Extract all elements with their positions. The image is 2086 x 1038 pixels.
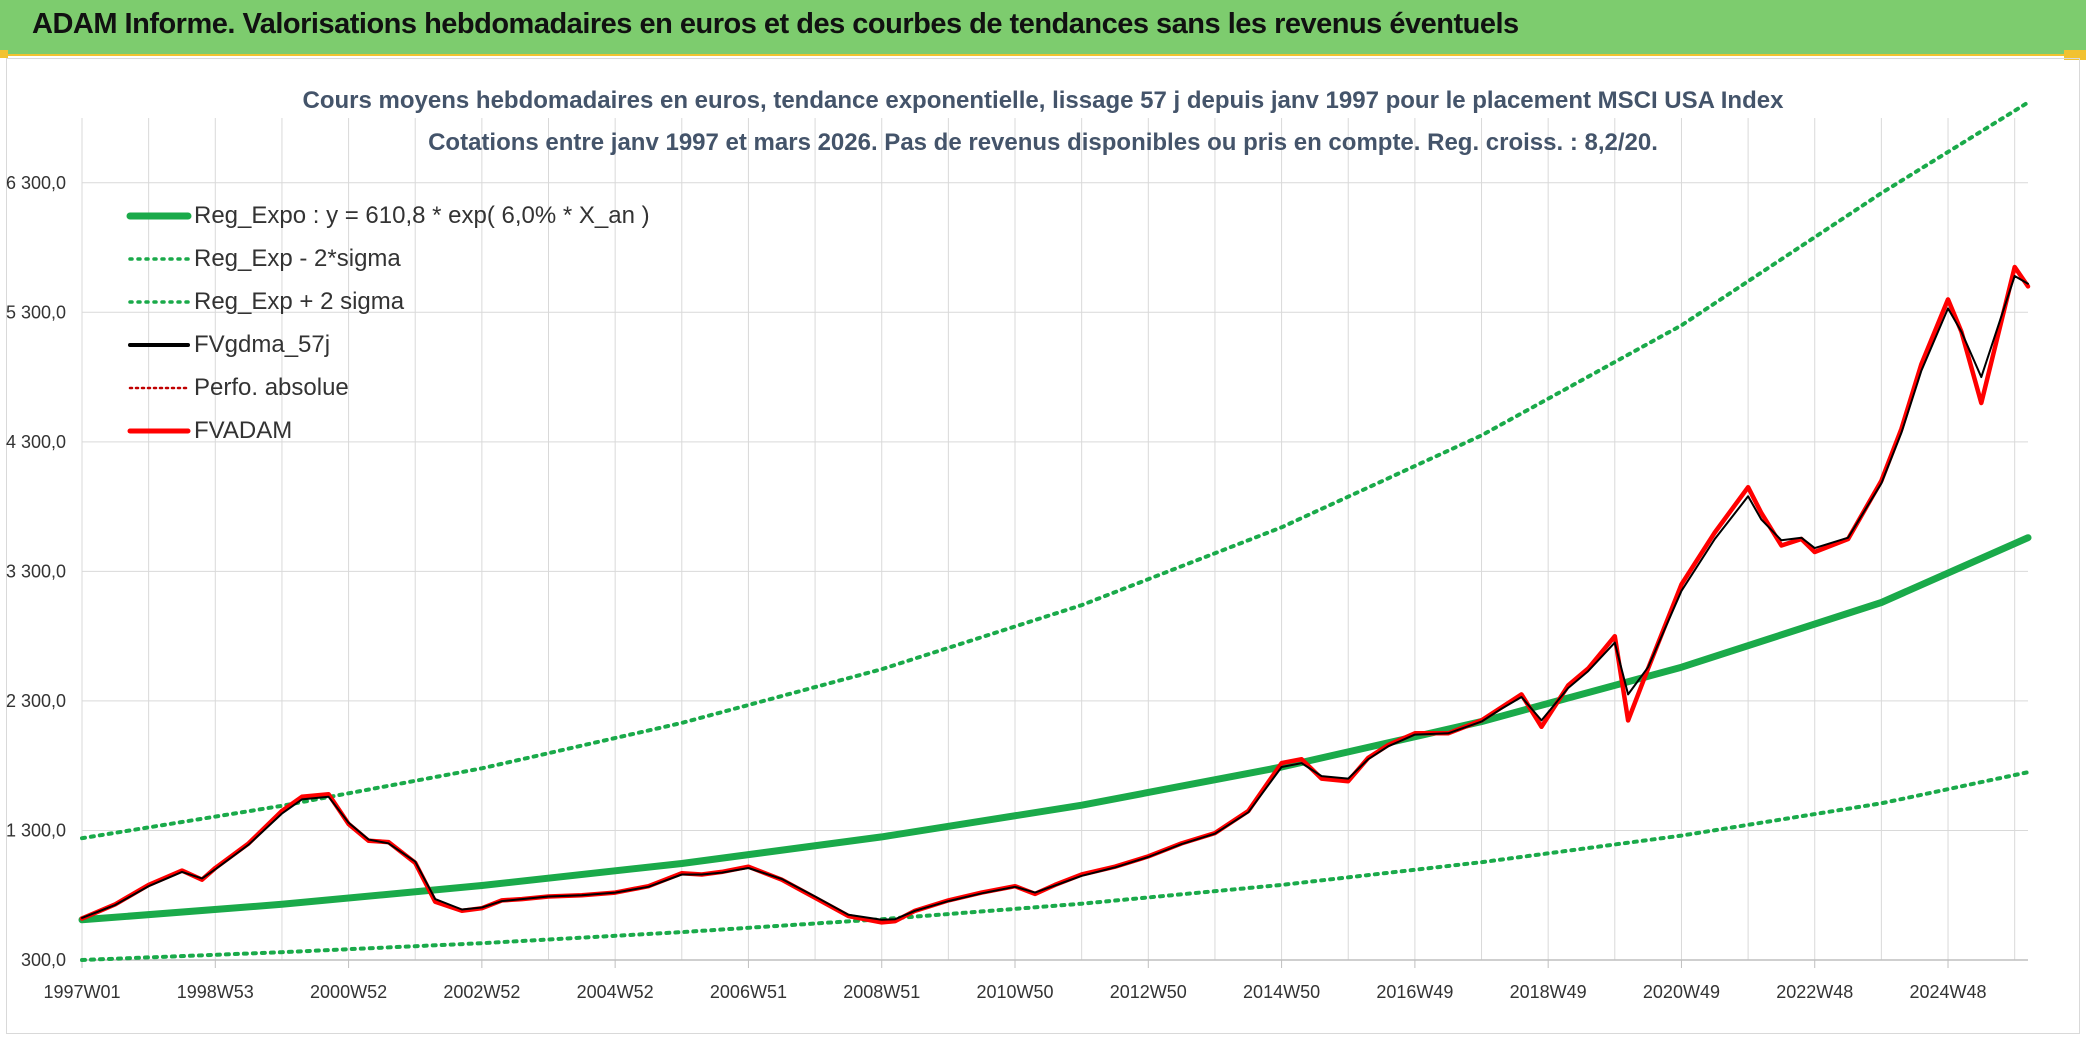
x-tick-label: 2006W51 <box>710 982 787 1002</box>
report-banner: ADAM Informe. Valorisations hebdomadaire… <box>0 0 2086 56</box>
legend-label-upper: Reg_Exp + 2 sigma <box>194 288 405 315</box>
x-tick-label: 2024W48 <box>1909 982 1986 1002</box>
chart-title-line1: Cours moyens hebdomadaires en euros, ten… <box>303 87 1785 114</box>
chart-legend: Reg_Expo : y = 610,8 * exp( 6,0% * X_an … <box>126 202 650 444</box>
series-reg-expo <box>78 534 2032 924</box>
y-tick-label: 1 300,0 <box>6 820 66 840</box>
x-axis: 1997W01 1998W53 2000W52 2002W52 2004W52 2006W… <box>43 959 2028 1002</box>
y-tick-label: 6 300,0 <box>6 173 66 193</box>
series-lower-band <box>80 770 2030 962</box>
legend-label-reg_expo: Reg_Expo : y = 610,8 * exp( 6,0% * X_an … <box>194 202 650 229</box>
y-tick-label: 4 300,0 <box>6 432 66 452</box>
report-title: ADAM Informe. Valorisations hebdomadaire… <box>32 8 1519 40</box>
series-fvgdma <box>81 275 2029 921</box>
x-tick-label: 2018W49 <box>1510 982 1587 1002</box>
x-tick-label: 2012W50 <box>1110 982 1187 1002</box>
x-tick-label: 2014W50 <box>1243 982 1320 1002</box>
x-tick-label: 2020W49 <box>1643 982 1720 1002</box>
chart-series <box>78 100 2032 962</box>
banner-accent-left <box>0 50 8 58</box>
legend-label-fvgdma: FVgdma_57j <box>194 331 330 358</box>
legend-label-fvadam: FVADAM <box>194 417 292 444</box>
y-tick-label: 300,0 <box>21 950 66 970</box>
banner-accent-right <box>2064 50 2086 60</box>
x-tick-label: 2010W50 <box>976 982 1053 1002</box>
series-upper-band <box>80 100 2030 841</box>
x-tick-label: 2004W52 <box>577 982 654 1002</box>
legend-label-lower: Reg_Exp - 2*sigma <box>194 245 401 272</box>
legend-label-perfo: Perfo. absolue <box>194 374 349 401</box>
x-tick-label: 2022W48 <box>1776 982 1853 1002</box>
x-tick-label: 2008W51 <box>843 982 920 1002</box>
y-tick-label: 5 300,0 <box>6 302 66 322</box>
x-tick-label: 2002W52 <box>443 982 520 1002</box>
x-tick-label: 1998W53 <box>177 982 254 1002</box>
x-tick-label: 1997W01 <box>43 982 120 1002</box>
chart-title-line2: Cotations entre janv 1997 et mars 2026. … <box>428 129 1658 156</box>
chart-frame <box>6 58 2080 1034</box>
y-axis: 300,0 1 300,0 2 300,0 3 300,0 4 300,0 5 300,0… <box>6 173 66 970</box>
x-tick-label: 2016W49 <box>1376 982 1453 1002</box>
y-tick-label: 2 300,0 <box>6 691 66 711</box>
series-fvadam <box>79 264 2031 925</box>
y-tick-label: 3 300,0 <box>6 561 66 581</box>
x-tick-label: 2000W52 <box>310 982 387 1002</box>
